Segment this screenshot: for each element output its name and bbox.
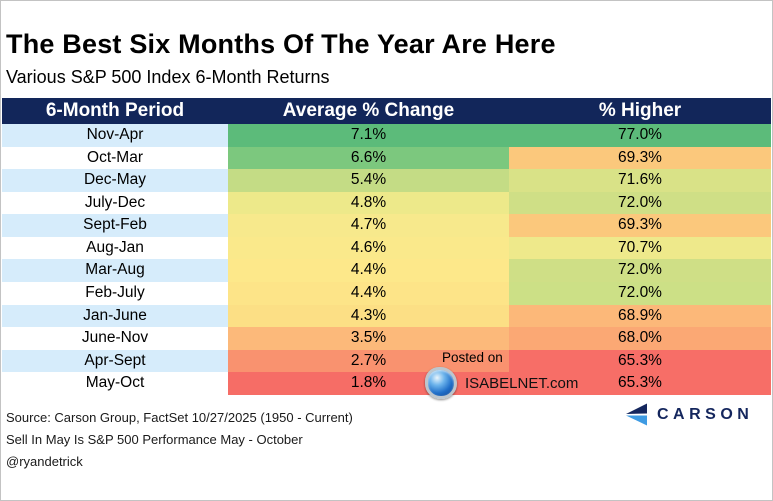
period-cell: Jan-June xyxy=(2,304,228,328)
table-header-row: 6-Month Period Average % Change % Higher xyxy=(2,98,771,124)
period-cell: Dec-May xyxy=(2,169,228,192)
table-row: Apr-Sept 2.7% 65.3% xyxy=(2,349,771,373)
avg-change-cell: 4.4% xyxy=(228,282,509,305)
pct-higher-cell: 65.3% xyxy=(509,349,771,373)
avg-change-cell: 2.7% xyxy=(228,349,509,373)
table-row: May-Oct 1.8% 65.3% xyxy=(2,372,771,395)
page-title: The Best Six Months Of The Year Are Here xyxy=(6,29,556,59)
header-period: 6-Month Period xyxy=(45,100,185,121)
table-row: Jan-June 4.3% 68.9% xyxy=(2,304,771,328)
pct-higher-cell: 69.3% xyxy=(509,214,771,237)
period-cell: Oct-Mar xyxy=(2,146,228,170)
watermark-row: ISABELNET.com xyxy=(425,367,578,399)
avg-change-cell: 4.3% xyxy=(228,304,509,328)
header-pct-higher: % Higher xyxy=(598,100,682,121)
avg-change-cell: 4.7% xyxy=(228,214,509,237)
period-cell: Apr-Sept xyxy=(2,349,228,373)
table-row: Nov-Apr 7.1% 77.0% xyxy=(2,124,771,147)
pct-higher-cell: 71.6% xyxy=(509,169,771,192)
pct-higher-cell: 72.0% xyxy=(509,282,771,305)
watermark-site-name: ISABELNET.com xyxy=(465,374,579,392)
header-avg-change: Average % Change xyxy=(282,100,455,121)
pct-higher-cell: 65.3% xyxy=(509,372,771,395)
source-line-3: @ryandetrick xyxy=(6,453,83,469)
carson-chevron-icon xyxy=(626,403,647,426)
pct-higher-cell: 69.3% xyxy=(509,146,771,170)
watermark-posted-on: Posted on xyxy=(442,350,503,365)
period-cell: Sept-Feb xyxy=(2,214,228,237)
source-line-2: Sell In May Is S&P 500 Performance May -… xyxy=(6,431,303,447)
period-cell: July-Dec xyxy=(2,191,228,215)
table-row: Dec-May 5.4% 71.6% xyxy=(2,169,771,192)
period-cell: May-Oct xyxy=(2,372,228,395)
source-footer: Source: Carson Group, FactSet 10/27/2025… xyxy=(6,407,353,472)
table-body: Nov-Apr 7.1% 77.0% Oct-Mar 6.6% 69.3% Dec-May 5… xyxy=(2,124,771,395)
pct-higher-cell: 70.7% xyxy=(509,236,771,260)
period-cell: Feb-July xyxy=(2,282,228,305)
period-cell: Nov-Apr xyxy=(2,124,228,147)
avg-change-cell: 4.4% xyxy=(228,259,509,283)
table-row: July-Dec 4.8% 72.0% xyxy=(2,191,771,215)
table-row: Feb-July 4.4% 72.0% xyxy=(2,282,771,305)
table-row: Aug-Jan 4.6% 70.7% xyxy=(2,236,771,260)
pct-higher-cell: 68.0% xyxy=(509,327,771,350)
page-subtitle: Various S&P 500 Index 6-Month Returns xyxy=(6,67,330,87)
pct-higher-cell: 72.0% xyxy=(509,259,771,283)
pct-higher-cell: 68.9% xyxy=(509,304,771,328)
table-row: Sept-Feb 4.7% 69.3% xyxy=(2,214,771,237)
isabelnet-globe-icon xyxy=(425,367,457,399)
period-cell: Aug-Jan xyxy=(2,236,228,260)
avg-change-cell: 6.6% xyxy=(228,146,509,170)
avg-change-cell: 7.1% xyxy=(228,124,509,147)
table-row: Mar-Aug 4.4% 72.0% xyxy=(2,259,771,283)
pct-higher-cell: 72.0% xyxy=(509,191,771,215)
table-row: Oct-Mar 6.6% 69.3% xyxy=(2,146,771,170)
avg-change-cell: 4.8% xyxy=(228,191,509,215)
table-row: June-Nov 3.5% 68.0% xyxy=(2,327,771,350)
avg-change-cell: 5.4% xyxy=(228,169,509,192)
pct-higher-cell: 77.0% xyxy=(509,124,771,147)
period-cell: Mar-Aug xyxy=(2,259,228,283)
period-cell: June-Nov xyxy=(2,327,228,350)
carson-logo: CARSON xyxy=(623,403,753,426)
isabelnet-watermark: Posted on ISABELNET.com xyxy=(425,350,578,399)
avg-change-cell: 3.5% xyxy=(228,327,509,350)
returns-table: 6-Month Period Average % Change % Higher… xyxy=(2,98,771,395)
avg-change-cell: 4.6% xyxy=(228,236,509,260)
source-line-1: Source: Carson Group, FactSet 10/27/2025… xyxy=(6,410,353,425)
carson-wordmark: CARSON xyxy=(657,405,754,423)
